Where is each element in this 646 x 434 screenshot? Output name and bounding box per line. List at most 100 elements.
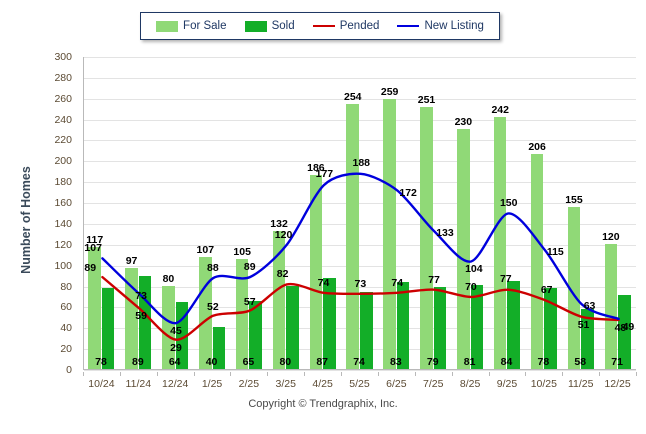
y-axis-tick-label: 140 (54, 217, 72, 230)
gridline (84, 328, 636, 330)
bar-label-sold: 78 (95, 356, 107, 368)
bar-for-sale[interactable] (383, 98, 396, 369)
bar-label-sold: 89 (131, 356, 144, 368)
bar-sold[interactable] (212, 327, 226, 369)
bar-label-for-sale: 117 (86, 233, 104, 246)
x-axis-tick (156, 372, 158, 376)
line-label-pended: 52 (207, 300, 219, 313)
gridline (84, 161, 636, 163)
line-label-new-listing: 88 (207, 262, 219, 275)
bar-group: 80 64 (158, 57, 195, 369)
x-axis-tick-label: 8/25 (459, 378, 481, 390)
bar-for-sale[interactable] (272, 231, 286, 369)
legend-item-new-listing[interactable]: New Listing (397, 20, 484, 32)
bar-for-sale[interactable] (162, 285, 175, 369)
legend-item-for-sale[interactable]: For Sale (156, 20, 227, 32)
x-axis-tick (451, 372, 453, 376)
bar-label-for-sale: 242 (491, 103, 509, 116)
legend-item-pended[interactable]: Pended (312, 20, 379, 32)
bar-for-sale[interactable] (88, 246, 101, 369)
line-label-pended: 89 (84, 262, 97, 275)
bar-group: 251 79 (416, 57, 453, 369)
line-label-pended: 74 (317, 276, 330, 289)
bar-label-sold: 64 (168, 356, 181, 368)
gridline (84, 307, 636, 309)
y-axis-tick-label: 260 (54, 92, 72, 105)
bar-sold[interactable] (360, 291, 373, 369)
y-axis-tick-label: 40 (60, 322, 72, 335)
bar-for-sale[interactable] (346, 104, 360, 369)
x-axis-tick (414, 372, 416, 376)
bar-sold[interactable] (101, 287, 115, 369)
gridline (84, 182, 636, 184)
bar-for-sale[interactable] (309, 174, 323, 369)
bar-group: 105 65 (231, 57, 268, 369)
legend-item-label: For Sale (183, 20, 227, 32)
x-axis-tick (230, 372, 232, 376)
bar-sold[interactable] (138, 276, 152, 369)
bar-group: 132 80 (268, 57, 305, 369)
bar-for-sale[interactable] (199, 257, 212, 369)
bar-sold[interactable] (396, 282, 410, 369)
bar-sold[interactable] (470, 284, 484, 369)
line-label-new-listing: 45 (170, 325, 182, 338)
bar-groups: 117 78 97 89 80 64 107 40 105 65 132 80 186 87 254 74 25… (84, 57, 636, 369)
line-label-pended: 51 (577, 318, 590, 331)
x-axis-tick-label: 1/25 (201, 378, 223, 390)
line-label-new-listing: 49 (622, 320, 635, 333)
x-axis-tick-label: 3/25 (275, 378, 296, 390)
legend-item-sold[interactable]: Sold (244, 20, 295, 32)
gridline (84, 370, 636, 371)
gridline (84, 140, 636, 142)
bar-sold[interactable] (581, 308, 594, 369)
bar-for-sale[interactable] (235, 259, 249, 369)
x-axis-tick-label: 12/24 (162, 378, 189, 390)
legend-line-icon (312, 25, 335, 27)
x-axis-tick-label: 11/24 (125, 378, 152, 390)
bar-sold[interactable] (544, 287, 557, 369)
x-axis-tick (488, 372, 490, 376)
bar-group: 242 84 (490, 57, 527, 369)
bar-label-for-sale: 186 (307, 161, 325, 174)
x-axis-tick-label: 5/25 (349, 378, 370, 390)
y-axis-tick-label: 60 (60, 301, 72, 314)
y-axis-tick-label: 200 (54, 155, 72, 168)
bar-for-sale[interactable] (604, 243, 618, 369)
bar-label-for-sale: 120 (602, 230, 620, 243)
bar-sold[interactable] (286, 285, 299, 369)
line-label-new-listing: 188 (352, 156, 371, 169)
line-label-pended: 70 (465, 280, 477, 293)
bar-group: 230 81 (453, 57, 490, 369)
legend-swatch-icon (156, 20, 179, 32)
y-axis-tick-labels: 0 20 40 60 80 100 120 140 160 180 200 220 240 260 280 3… (0, 51, 78, 376)
y-axis-tick-label: 220 (54, 134, 72, 147)
bar-sold[interactable] (618, 294, 631, 369)
footer: Copyright © Trendgraphix, Inc. (0, 398, 646, 410)
x-axis-tick (83, 372, 84, 376)
bar-for-sale[interactable] (457, 129, 470, 369)
gridline (84, 98, 636, 100)
bar-sold[interactable] (507, 281, 521, 369)
y-axis-tick-label: 100 (54, 259, 72, 272)
x-axis-tick (304, 372, 306, 376)
bar-label-for-sale: 259 (380, 85, 399, 98)
gridline (84, 286, 636, 288)
y-axis-tick-label: 300 (54, 51, 72, 63)
y-axis-tick-label: 80 (60, 280, 72, 293)
bar-sold[interactable] (249, 301, 262, 369)
bar-group: 117 78 (84, 57, 121, 369)
bar-for-sale[interactable] (420, 107, 433, 369)
bar-sold[interactable] (323, 278, 336, 369)
bar-for-sale[interactable] (493, 116, 507, 369)
bar-sold[interactable] (175, 302, 189, 369)
bar-label-sold: 84 (500, 356, 513, 368)
bar-for-sale[interactable] (125, 267, 138, 369)
bar-label-for-sale: 155 (565, 194, 583, 207)
chart-legend: For Sale Sold Pended New Listing (140, 12, 500, 40)
line-label-new-listing: 120 (274, 228, 293, 241)
bar-for-sale[interactable] (530, 154, 544, 369)
bar-sold[interactable] (433, 286, 447, 369)
bar-label-for-sale: 80 (162, 272, 175, 285)
bar-for-sale[interactable] (567, 207, 581, 369)
x-axis-tick (636, 372, 637, 376)
